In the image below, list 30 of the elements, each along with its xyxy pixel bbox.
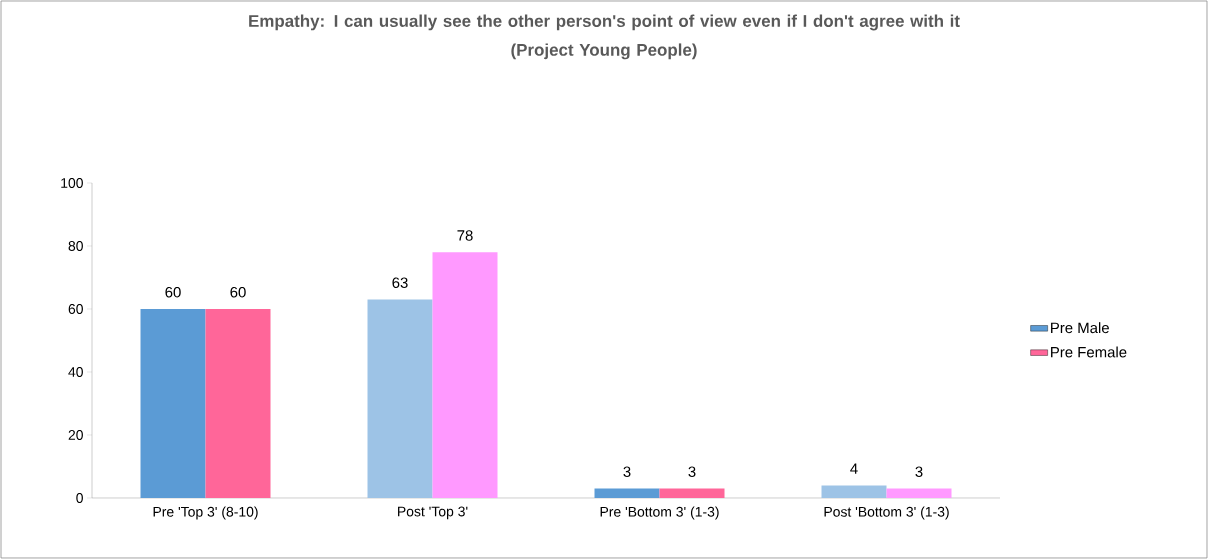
- legend-label: Pre Female: [1051, 346, 1127, 358]
- data-label: 78: [457, 230, 473, 241]
- y-tick-label: 0: [76, 493, 83, 503]
- bar: [594, 488, 660, 498]
- bar: [140, 308, 206, 498]
- data-label: 4: [850, 463, 858, 474]
- data-label: 3: [915, 466, 923, 478]
- x-tick-label: Pre 'Top 3' (8-10): [153, 506, 258, 520]
- y-tick-label: 60: [68, 304, 83, 314]
- bar: [659, 488, 725, 498]
- bar: [821, 485, 887, 498]
- data-label: 63: [392, 277, 408, 289]
- data-label: 3: [623, 466, 631, 478]
- y-tick-label: 80: [68, 241, 83, 251]
- chart-subtitle: (Project Young People): [511, 43, 697, 60]
- bar: [205, 308, 271, 498]
- chart-title: Empathy: I can usually see the other person's point of view even if I don't agree with it: [249, 14, 960, 31]
- data-label: 60: [165, 286, 181, 298]
- bar: [432, 252, 498, 498]
- data-label: 60: [230, 286, 246, 298]
- x-tick-label: Post 'Top 3': [398, 506, 468, 520]
- data-label: 3: [688, 466, 696, 478]
- y-tick-label: 20: [68, 430, 83, 440]
- bar: [886, 488, 952, 498]
- legend-label: Pre Male: [1051, 322, 1109, 334]
- x-tick-label: Pre 'Bottom 3' (1-3): [600, 506, 719, 520]
- x-tick-label: Post 'Bottom 3' (1-3): [824, 506, 949, 520]
- y-tick-label: 100: [61, 178, 83, 188]
- y-tick-label: 40: [68, 367, 83, 377]
- bar: [367, 299, 433, 498]
